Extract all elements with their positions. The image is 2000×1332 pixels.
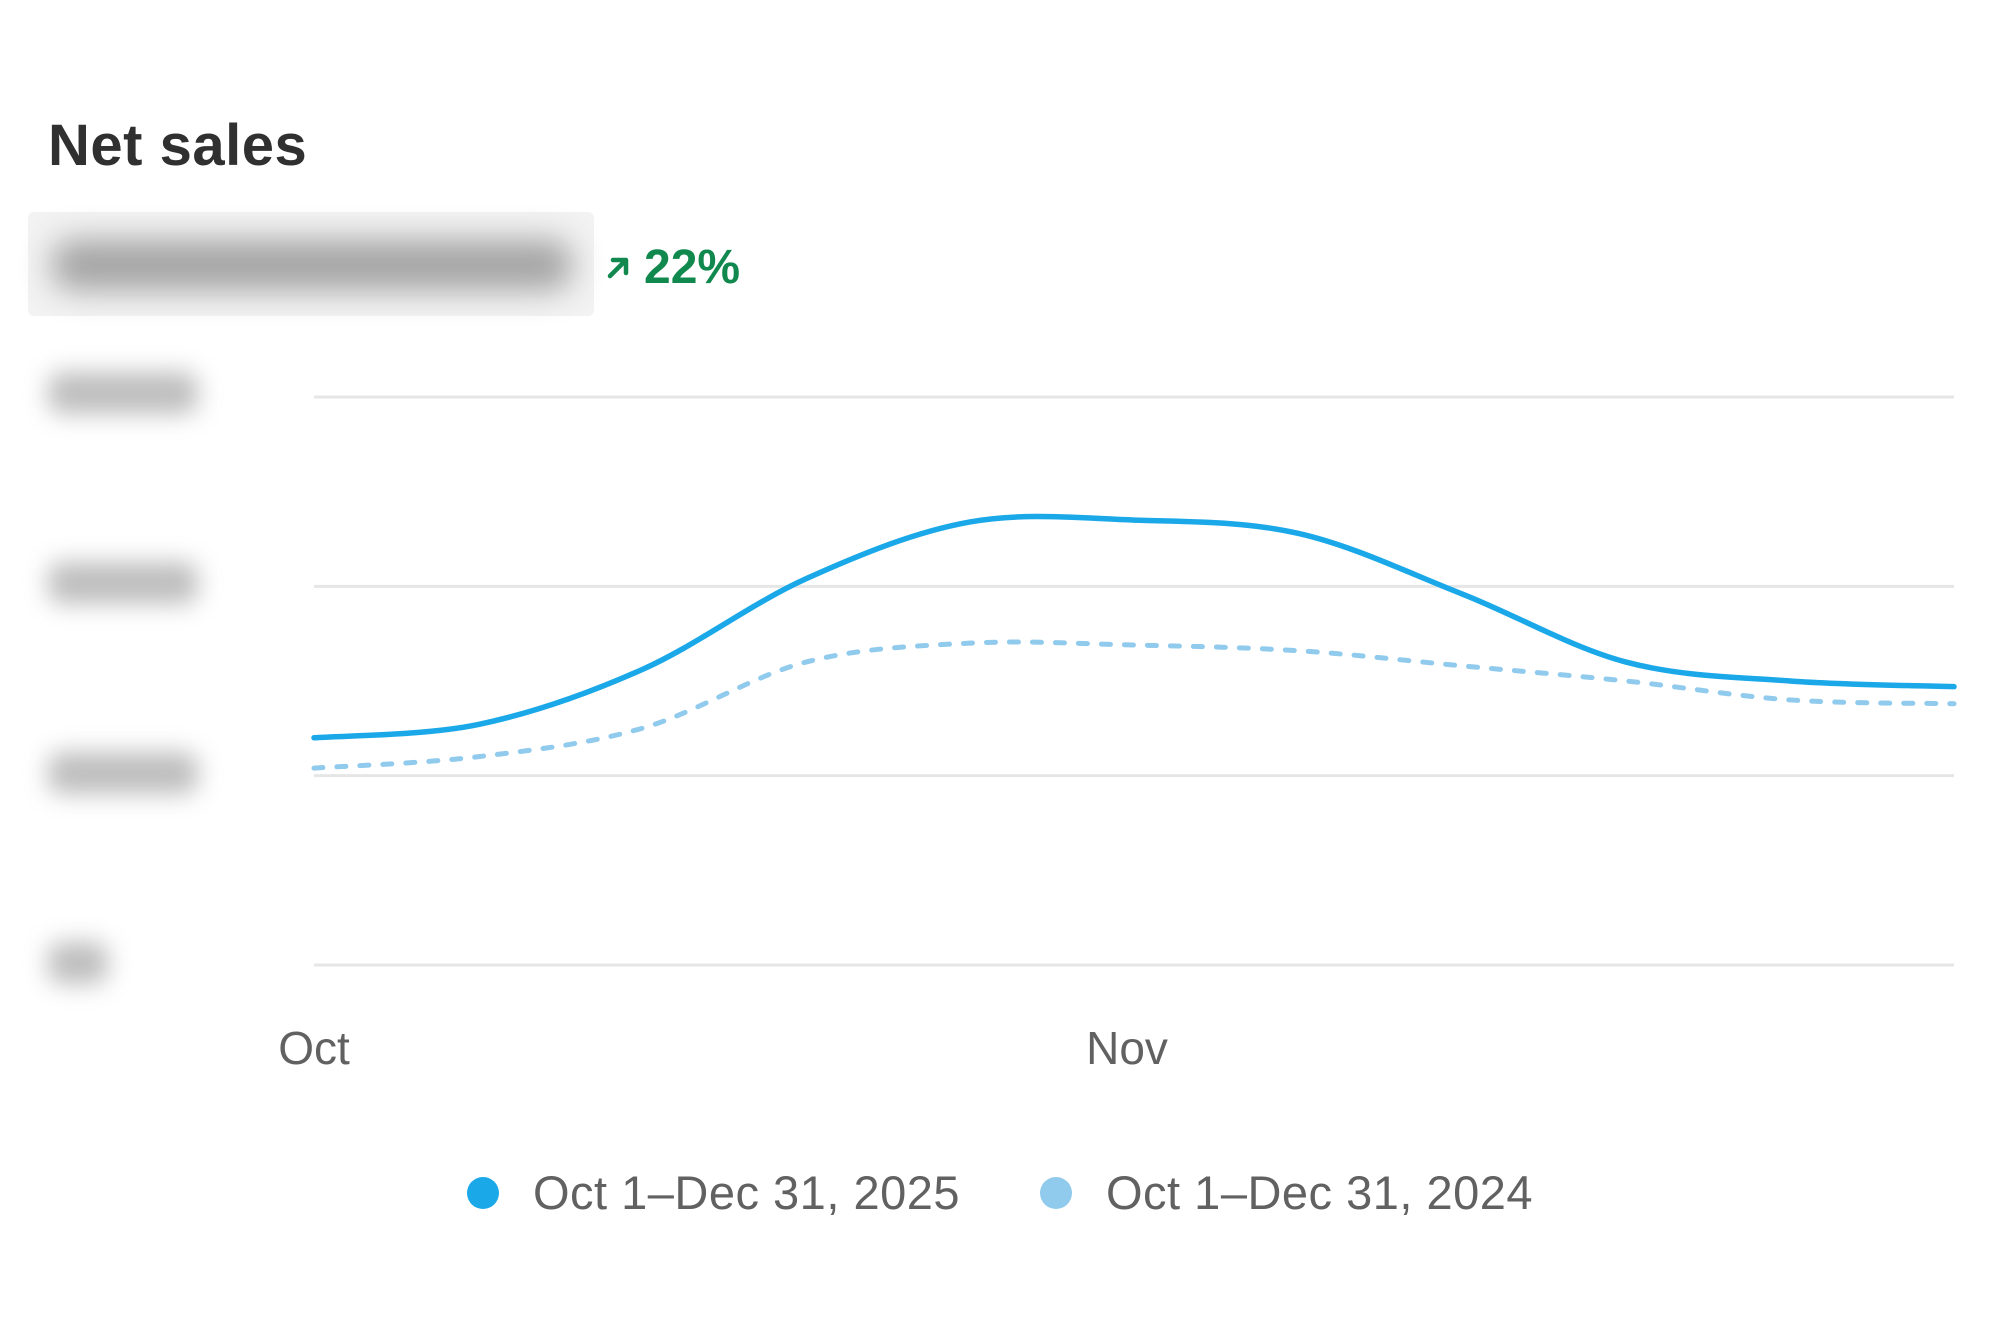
series-line-1 (311, 639, 1957, 771)
change-indicator: 22% (604, 240, 740, 295)
legend-label: Oct 1–Dec 31, 2025 (532, 1166, 960, 1219)
legend-item-current[interactable]: Oct 1–Dec 31, 2025 (466, 1165, 960, 1220)
y-tick-label-blurred (48, 372, 198, 414)
chart-legend: Oct 1–Dec 31, 2025 Oct 1–Dec 31, 2024 (0, 1165, 2000, 1220)
x-tick-label: Oct (278, 1022, 350, 1074)
total-value-blurred (28, 212, 594, 316)
arrow-up-right-icon (607, 257, 629, 278)
y-tick-label-blurred (48, 752, 198, 794)
legend-dot-icon (1040, 1176, 1072, 1209)
x-tick-label: Nov (1086, 1022, 1168, 1074)
legend-dot-icon (466, 1176, 499, 1209)
legend-label: Oct 1–Dec 31, 2024 (1106, 1166, 1534, 1219)
y-tick-label-blurred (48, 562, 198, 604)
y-tick-label-blurred (48, 942, 108, 984)
change-percent: 22% (644, 241, 741, 294)
series-line-0 (311, 513, 1957, 741)
legend-item-previous[interactable]: Oct 1–Dec 31, 2024 (1040, 1165, 1533, 1220)
chart-title: Net sales (48, 113, 308, 178)
